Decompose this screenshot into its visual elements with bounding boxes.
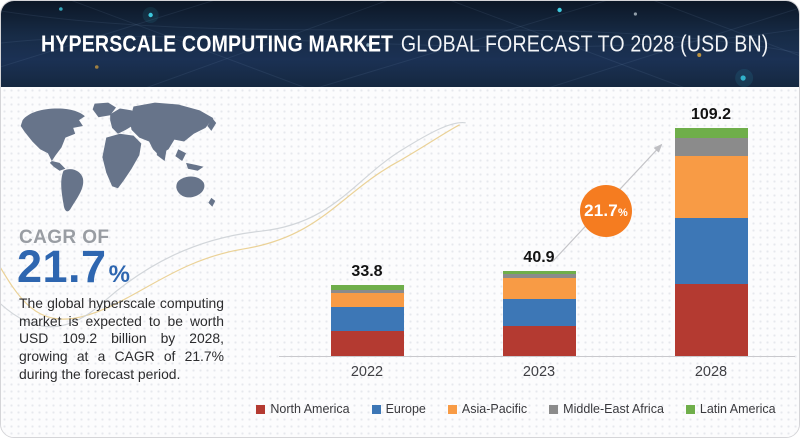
network-background-art	[1, 1, 799, 87]
legend-label-asia-pacific: Asia-Pacific	[461, 402, 528, 416]
legend-swatch-latin-america	[685, 404, 695, 414]
segment-europe-2028[interactable]	[674, 218, 748, 285]
segment-north-america-2023[interactable]	[502, 325, 576, 356]
segment-middle-east-africa-2022[interactable]	[330, 290, 404, 294]
x-axis-label-2022: 2022	[350, 364, 384, 380]
legend-label-europe: Europe	[385, 402, 426, 416]
world-map-icon	[20, 102, 217, 212]
segment-asia-pacific-2022[interactable]	[330, 293, 404, 308]
cagr-number: 21.7	[17, 241, 107, 292]
page-title: HYPERSCALE COMPUTING MARKET GLOBAL FORECA…	[41, 31, 768, 58]
bar-total-2023: 40.9	[523, 248, 555, 266]
stacked-bar-2023[interactable]	[502, 270, 576, 356]
market-description: The global hyperscale computing market i…	[19, 295, 224, 382]
legend-label-middle-east-africa: Middle-East Africa	[563, 402, 664, 416]
legend-item-latin-america[interactable]: Latin America	[685, 402, 776, 416]
legend-item-asia-pacific[interactable]: Asia-Pacific	[447, 402, 528, 416]
growth-badge-percent-sign: %	[617, 207, 628, 219]
segment-middle-east-africa-2028[interactable]	[674, 138, 748, 156]
segment-asia-pacific-2028[interactable]	[674, 155, 748, 219]
legend-swatch-middle-east-africa	[549, 404, 559, 414]
legend-item-north-america[interactable]: North America	[256, 402, 350, 416]
segment-latin-america-2028[interactable]	[674, 128, 748, 139]
legend-swatch-europe	[371, 404, 381, 414]
chart-legend: North America Europe Asia-Pacific Middle-Ea…	[233, 402, 799, 416]
bar-total-2022: 33.8	[351, 263, 383, 281]
segment-latin-america-2022[interactable]	[330, 285, 404, 291]
segment-north-america-2022[interactable]	[330, 330, 404, 356]
legend-item-europe[interactable]: Europe	[371, 402, 426, 416]
segment-middle-east-africa-2023[interactable]	[502, 274, 576, 279]
bar-total-2028: 109.2	[690, 105, 732, 123]
cagr-label: CAGR OF	[19, 227, 110, 248]
growth-badge: 21.7%	[580, 185, 632, 237]
x-axis-label-2028: 2028	[694, 364, 728, 380]
legend-label-latin-america: Latin America	[699, 402, 776, 416]
page-title-market: HYPERSCALE COMPUTING MARKET	[41, 30, 394, 57]
x-axis-line	[279, 356, 795, 357]
header-banner: HYPERSCALE COMPUTING MARKET GLOBAL FORECA…	[1, 1, 799, 87]
legend-item-middle-east-africa[interactable]: Middle-East Africa	[549, 402, 664, 416]
segment-europe-2022[interactable]	[330, 307, 404, 331]
page-title-forecast: GLOBAL FORECAST TO 2028 (USD BN)	[400, 30, 769, 57]
cagr-percent-sign: %	[108, 261, 131, 288]
segment-asia-pacific-2023[interactable]	[502, 278, 576, 300]
segment-europe-2023[interactable]	[502, 299, 576, 326]
legend-swatch-north-america	[256, 404, 266, 414]
segment-latin-america-2023[interactable]	[502, 270, 576, 275]
growth-badge-value: 21.7	[584, 201, 618, 220]
stacked-bar-2022[interactable]	[330, 285, 404, 356]
segment-north-america-2028[interactable]	[674, 284, 748, 356]
chart-body: CAGR OF 21.7% The global hyperscale comp…	[1, 87, 799, 437]
legend-swatch-asia-pacific	[447, 404, 457, 414]
x-axis-label-2023: 2023	[522, 364, 556, 380]
cagr-value: 21.7%	[17, 241, 130, 293]
stacked-bar-2028[interactable]	[674, 128, 748, 356]
legend-label-north-america: North America	[270, 402, 350, 416]
